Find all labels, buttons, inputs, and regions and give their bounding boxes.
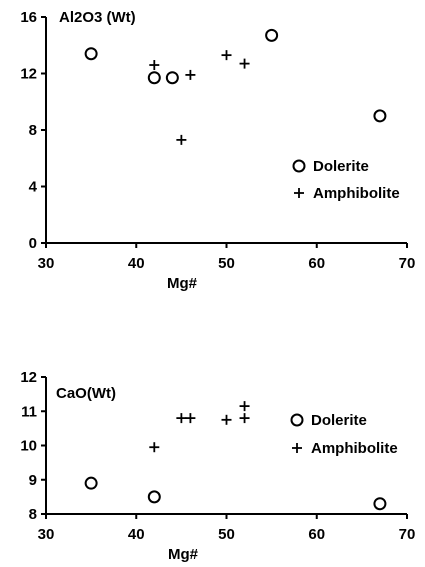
legend-label: Amphibolite	[313, 185, 400, 202]
dolerite-point	[165, 71, 179, 85]
series-amphibolite	[149, 50, 250, 145]
legend-entry-dolerite: Dolerite	[292, 158, 369, 175]
y-tick-label: 8	[29, 506, 37, 523]
x-tick-label: 30	[38, 255, 55, 272]
dolerite-point	[147, 490, 161, 504]
y-tick-label: 8	[29, 122, 37, 139]
amphibolite-point	[239, 413, 250, 424]
chart-2: 8 9 10 11 12 30 40 50 60 70 CaO(Wt) Mg# Dolerite Amph…	[20, 369, 415, 563]
y-tick-label: 12	[20, 369, 37, 386]
x-tick-label: 60	[308, 255, 325, 272]
x-tick-label: 60	[308, 526, 325, 543]
chart-title: Al2O3 (Wt)	[59, 9, 136, 26]
amphibolite-point	[149, 442, 160, 453]
legend-marker	[292, 159, 306, 173]
legend-entry-amphibolite: Amphibolite	[294, 185, 400, 202]
x-tick-label: 70	[399, 255, 416, 272]
dolerite-point	[373, 497, 387, 511]
y-tick-label: 10	[20, 438, 37, 455]
legend-marker	[292, 443, 302, 453]
y-tick-label: 12	[20, 66, 37, 83]
amphibolite-point	[185, 413, 196, 424]
x-axis-label: Mg#	[167, 275, 198, 292]
y-tick-label: 9	[29, 472, 37, 489]
amphibolite-point	[239, 401, 250, 412]
y-tick-label: 11	[21, 403, 37, 420]
legend-label: Amphibolite	[311, 440, 398, 457]
legend-label: Dolerite	[313, 158, 369, 175]
legend-label: Dolerite	[311, 412, 367, 429]
amphibolite-point	[176, 134, 187, 145]
series-amphibolite	[149, 401, 250, 453]
x-tick-label: 30	[38, 526, 55, 543]
chart-1: 0 4 8 12 16 30 40 50 60 70 Al2O3 (Wt) Mg# Dolerite Am…	[20, 9, 415, 292]
amphibolite-point	[149, 60, 160, 71]
x-tick-label: 50	[218, 255, 235, 272]
y-tick-label: 4	[29, 179, 38, 196]
dolerite-point	[84, 47, 98, 61]
dolerite-point	[373, 109, 387, 123]
y-tick-label: 0	[29, 235, 37, 252]
y-tick-label: 16	[20, 9, 37, 26]
x-tick-label: 50	[218, 526, 235, 543]
series-dolerite	[84, 28, 387, 123]
dolerite-point	[147, 71, 161, 85]
amphibolite-point	[185, 69, 196, 80]
dolerite-point	[84, 476, 98, 490]
legend-marker	[290, 413, 304, 427]
legend-entry-amphibolite: Amphibolite	[292, 440, 398, 457]
x-tick-label: 40	[128, 526, 145, 543]
x-tick-label: 40	[128, 255, 145, 272]
amphibolite-point	[221, 50, 232, 61]
legend-marker	[294, 188, 304, 198]
amphibolite-point	[176, 413, 187, 424]
x-axis-label: Mg#	[168, 546, 199, 563]
series-dolerite	[84, 476, 387, 511]
amphibolite-point	[239, 58, 250, 69]
dolerite-point	[265, 28, 279, 42]
amphibolite-point	[221, 414, 232, 425]
chart-title: CaO(Wt)	[56, 385, 116, 402]
x-tick-label: 70	[399, 526, 416, 543]
legend-entry-dolerite: Dolerite	[290, 412, 367, 429]
